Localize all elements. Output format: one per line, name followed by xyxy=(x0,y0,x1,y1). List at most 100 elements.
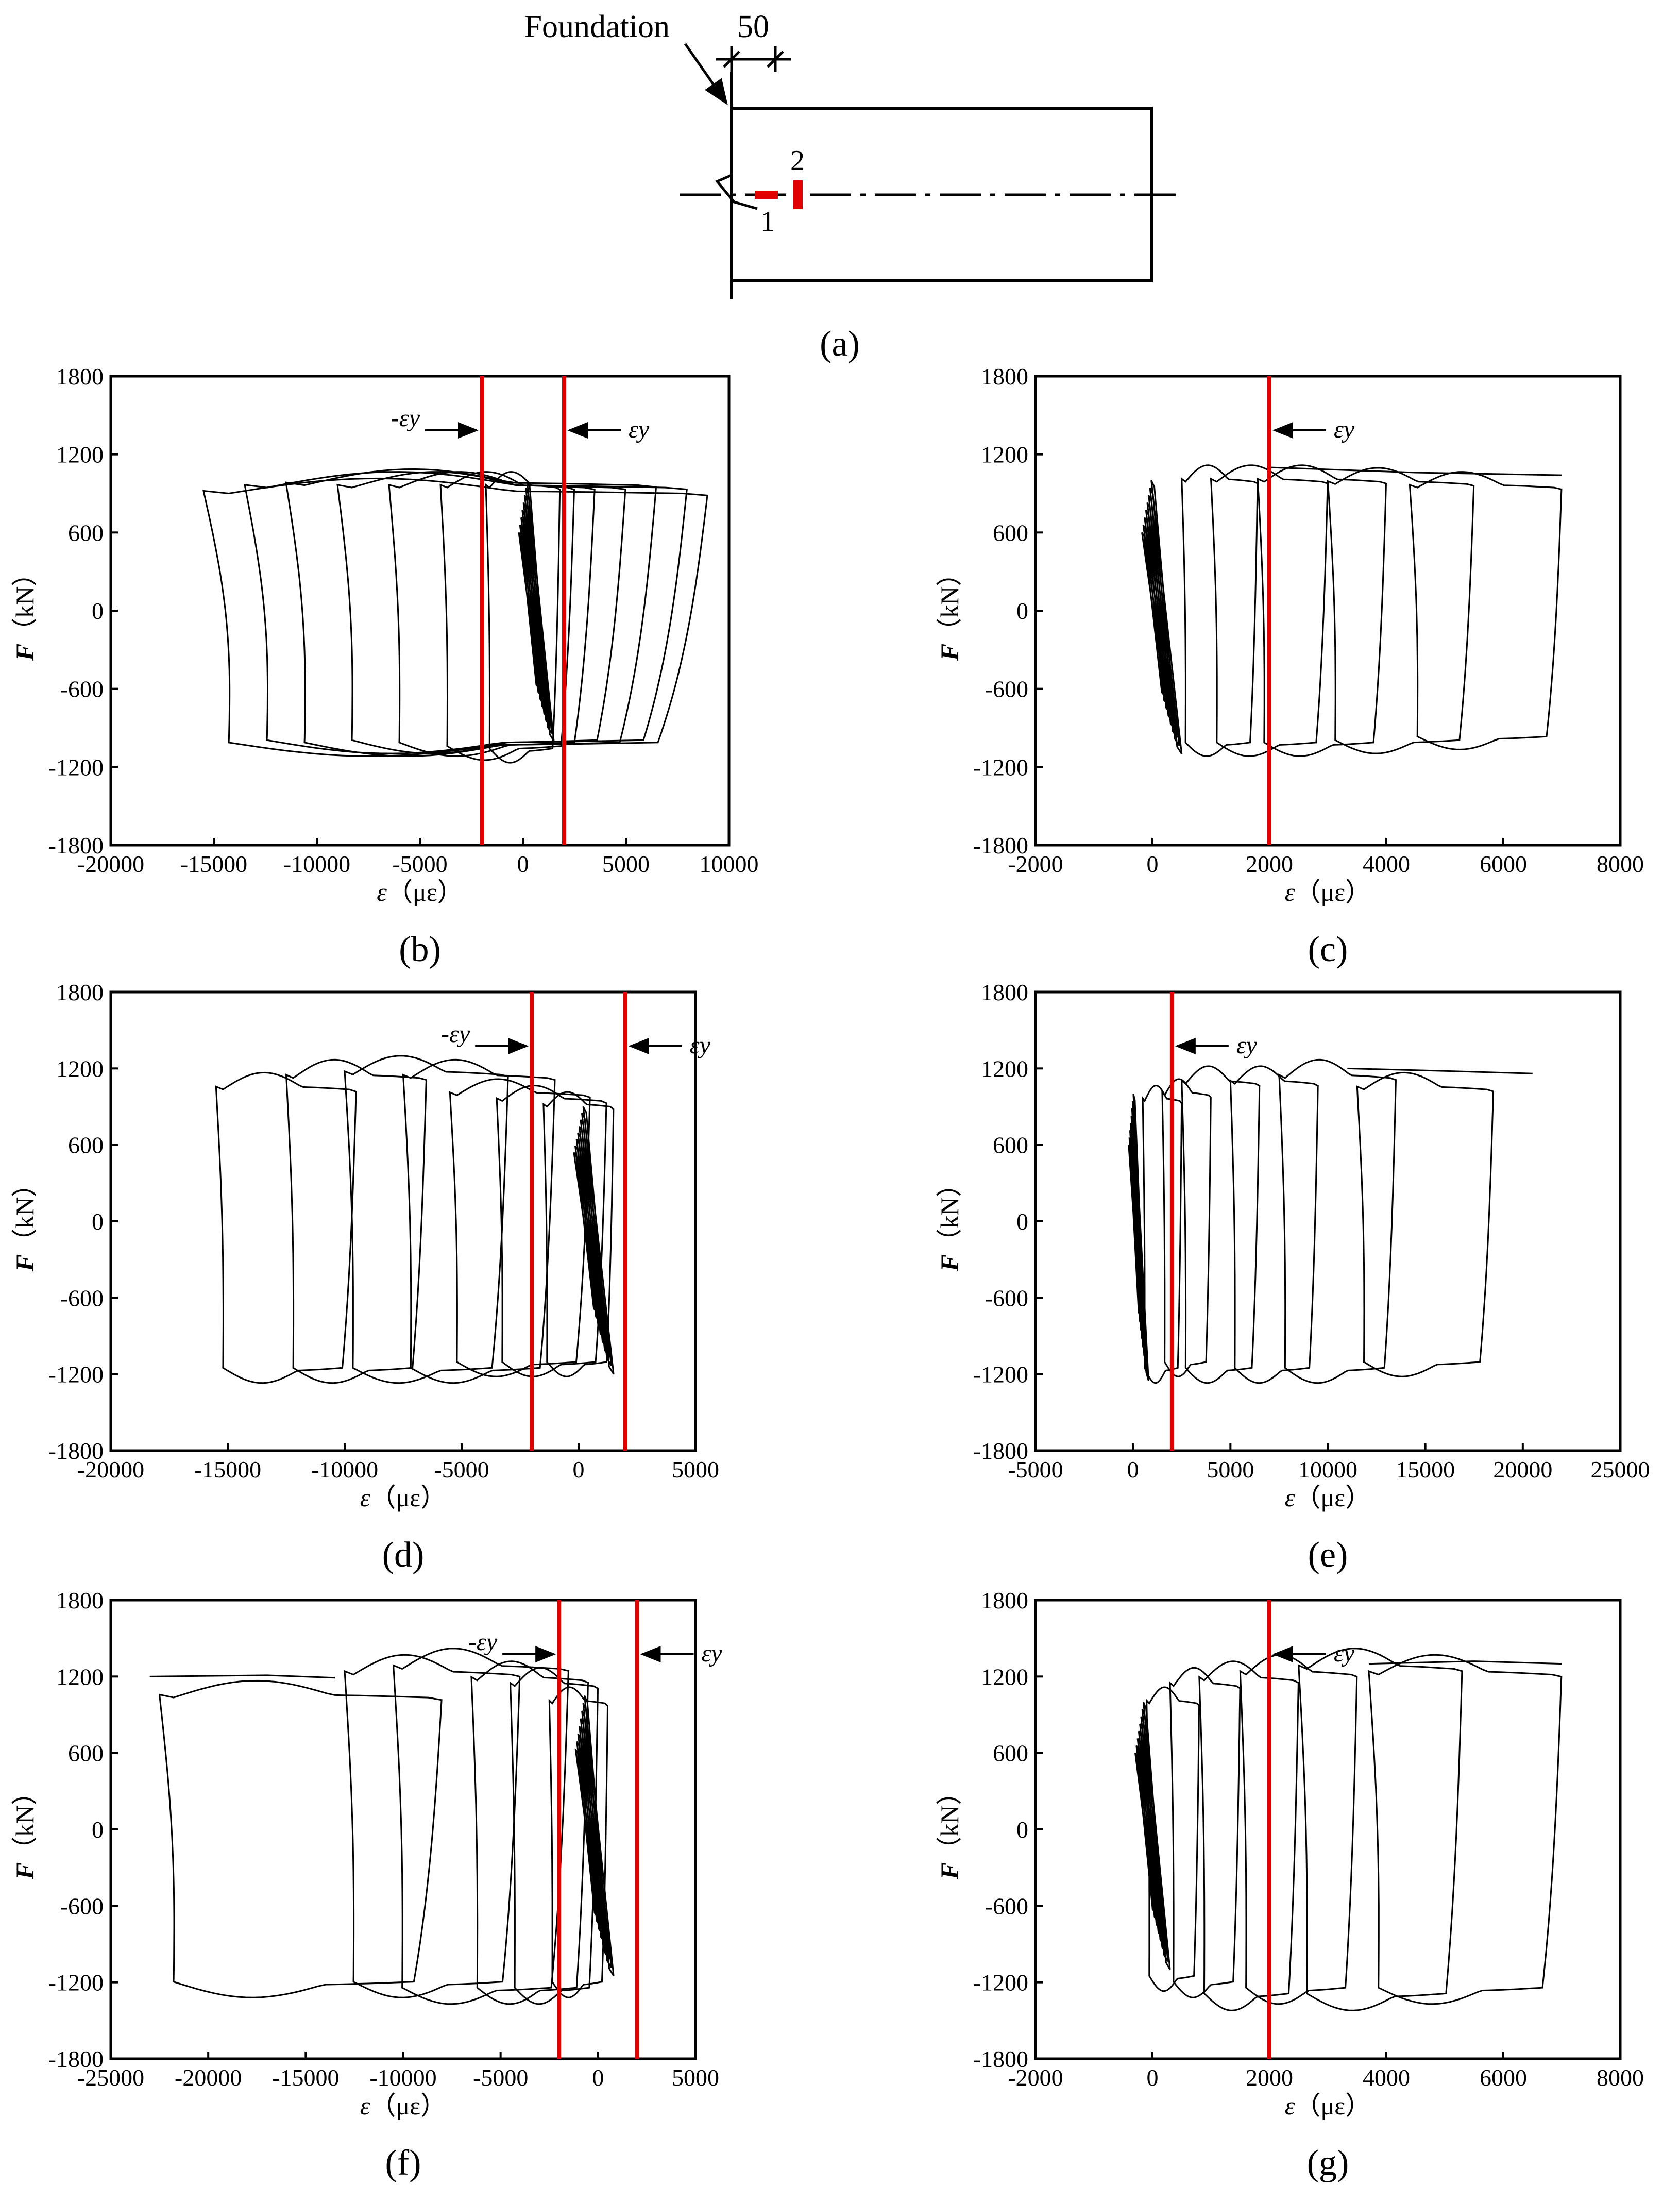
y-tick-label-f-4: 600 xyxy=(68,1740,104,1767)
y-tick-label-c-6: 1800 xyxy=(981,363,1028,390)
envelope-tail-c xyxy=(1269,466,1562,476)
y-tick-label-e-1: -1200 xyxy=(973,1361,1028,1388)
chart-panel-c: -2000 0 2000 4000 6000 8000 -1800 -1200 -600 0 600… xyxy=(935,363,1644,969)
dimension-slash-left xyxy=(723,51,740,68)
y-tick-label-f-6: 1800 xyxy=(56,1587,104,1613)
elastic-loop-d-7 xyxy=(582,1106,615,1375)
y-tick-label-g-5: 1200 xyxy=(981,1663,1028,1690)
panel-label-e: (e) xyxy=(1308,1535,1348,1575)
yield-label-e-0: εy xyxy=(1236,1032,1258,1059)
hysteresis-loop-b-0 xyxy=(202,477,708,757)
x-tick-label-c-2: 2000 xyxy=(1246,851,1293,877)
x-tick-label-f-4: -5000 xyxy=(473,2064,528,2091)
hysteresis-loop-d-3 xyxy=(402,1058,556,1384)
hysteresis-loop-f-2 xyxy=(392,1648,569,2005)
x-tick-label-d-3: -5000 xyxy=(434,1456,489,1483)
x-tick-label-d-4: 0 xyxy=(573,1456,585,1483)
y-tick-label-g-2: -600 xyxy=(985,1893,1028,1919)
y-tick-label-c-5: 1200 xyxy=(981,442,1028,468)
yield-label-d-1: εy xyxy=(690,1032,711,1059)
chart-panel-g: -2000 0 2000 4000 6000 8000 -1800 -1200 -600 0 600… xyxy=(935,1587,1644,2183)
hysteresis-loop-b-1 xyxy=(244,471,688,754)
curves-c xyxy=(1141,464,1563,757)
panel-label-c: (c) xyxy=(1308,930,1348,969)
y-tick-label-f-5: 1200 xyxy=(56,1663,104,1690)
y-tick-label-c-4: 600 xyxy=(993,519,1028,546)
hysteresis-loop-e-1 xyxy=(1278,1058,1397,1384)
y-tick-label-d-5: 1200 xyxy=(56,1055,104,1082)
y-tick-label-e-5: 1200 xyxy=(981,1055,1028,1082)
y-tick-label-d-2: -600 xyxy=(60,1285,104,1311)
x-axis-label-c: ε（με） xyxy=(1285,878,1371,906)
x-tick-label-c-4: 6000 xyxy=(1480,851,1527,877)
curves-e xyxy=(1128,1058,1533,1384)
diagram-a: 50 Foundation 1 2 (a) xyxy=(524,9,1180,364)
y-tick-label-d-3: 0 xyxy=(92,1208,104,1235)
x-axis-label-g: ε（με） xyxy=(1285,2091,1371,2120)
x-tick-label-f-5: 0 xyxy=(592,2064,604,2091)
x-tick-label-b-1: -15000 xyxy=(180,851,247,877)
hysteresis-loop-g-0 xyxy=(1368,1654,1563,2005)
hysteresis-loop-d-0 xyxy=(215,1071,357,1384)
yield-label-d-0: -εy xyxy=(441,1020,470,1048)
y-tick-label-b-6: 1800 xyxy=(56,363,104,390)
strain-gauge-2 xyxy=(793,180,803,209)
hysteresis-loop-c-1 xyxy=(1327,467,1475,754)
strain-gauge-1 xyxy=(755,191,778,199)
chart-panel-f: -25000 -20000 -15000 -10000 -5000 0 5000 -1800 -… xyxy=(10,1587,722,2183)
hysteresis-loop-g-3 xyxy=(1198,1660,1299,2011)
envelope-tail-g xyxy=(1368,1660,1562,1665)
x-tick-label-g-3: 4000 xyxy=(1363,2064,1410,2091)
x-tick-label-g-0: -2000 xyxy=(1008,2064,1063,2091)
hysteresis-loop-e-3 xyxy=(1181,1065,1261,1384)
plot-frame-d xyxy=(109,990,697,1452)
x-tick-label-g-4: 6000 xyxy=(1480,2064,1527,2091)
x-tick-label-e-5: 20000 xyxy=(1493,1456,1552,1483)
x-tick-label-g-1: 0 xyxy=(1147,2064,1159,2091)
panel-label-a: (a) xyxy=(820,324,860,364)
x-tick-label-b-2: -10000 xyxy=(283,851,350,877)
panel-label-f: (f) xyxy=(385,2143,421,2183)
x-tick-label-f-3: -10000 xyxy=(369,2064,436,2091)
yield-label-b-1: εy xyxy=(629,416,650,443)
hysteresis-loop-g-1 xyxy=(1298,1648,1463,2011)
y-axis-label-e: F（kN） xyxy=(935,1171,964,1272)
y-tick-label-c-2: -600 xyxy=(985,676,1028,702)
hysteresis-loop-g-2 xyxy=(1239,1654,1358,2005)
hysteresis-loop-c-4 xyxy=(1181,464,1259,757)
foundation-label: Foundation xyxy=(524,9,670,44)
y-axis-label-d: F（kN） xyxy=(10,1171,39,1272)
plot-frame-c xyxy=(1034,375,1622,847)
x-axis-label-e: ε（με） xyxy=(1285,1483,1371,1512)
y-axis-label-b: F（kN） xyxy=(10,561,39,661)
elastic-loop-f-7 xyxy=(584,1695,615,1977)
chart-panel-b: -20000 -15000 -10000 -5000 0 5000 10000 -1800 -1… xyxy=(10,363,759,969)
foundation-leader xyxy=(684,43,728,106)
x-tick-label-g-5: 8000 xyxy=(1597,2064,1644,2091)
y-tick-label-c-3: 0 xyxy=(1016,598,1028,624)
plot-frame-b xyxy=(109,375,731,847)
x-tick-label-b-0: -20000 xyxy=(77,851,144,877)
y-tick-label-c-0: -1800 xyxy=(973,832,1028,859)
hysteresis-loop-e-0 xyxy=(1356,1071,1495,1377)
yield-label-f-0: -εy xyxy=(468,1628,498,1656)
y-axis-label-g: F（kN） xyxy=(935,1779,964,1880)
y-tick-label-e-6: 1800 xyxy=(981,979,1028,1005)
y-tick-label-e-3: 0 xyxy=(1016,1208,1028,1235)
hysteresis-loop-c-3 xyxy=(1210,464,1329,757)
y-tick-label-d-0: -1800 xyxy=(48,1438,104,1464)
hysteresis-loop-f-3 xyxy=(470,1660,589,2005)
yield-label-c-0: εy xyxy=(1334,416,1355,443)
y-tick-label-e-2: -600 xyxy=(985,1285,1028,1311)
y-tick-label-d-1: -1200 xyxy=(48,1361,104,1388)
envelope-tail-e xyxy=(1347,1067,1533,1074)
hysteresis-loop-e-2 xyxy=(1229,1065,1319,1384)
gauge-2-label: 2 xyxy=(790,145,805,177)
hysteresis-loop-g-4 xyxy=(1169,1667,1241,1998)
y-tick-label-f-1: -1200 xyxy=(48,1970,104,1996)
break-symbol xyxy=(715,174,758,210)
x-tick-label-e-4: 15000 xyxy=(1396,1456,1455,1483)
x-tick-label-d-0: -20000 xyxy=(77,1456,144,1483)
chart-panel-e: -5000 0 5000 10000 15000 20000 25000 -1800 -1200… xyxy=(935,979,1650,1575)
